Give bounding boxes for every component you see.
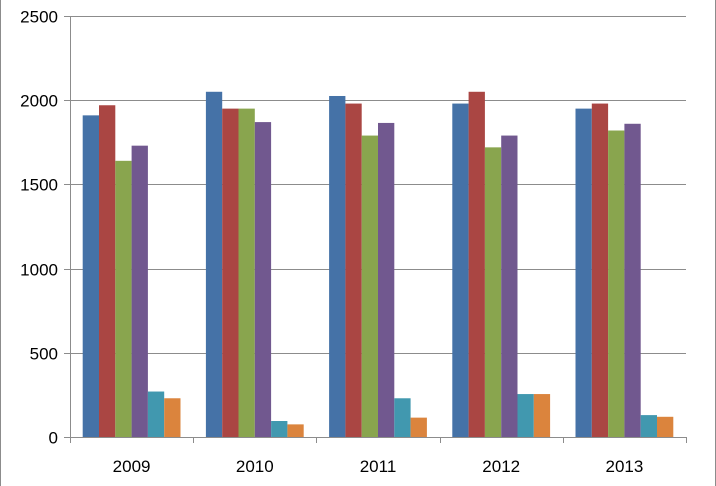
bar-2009-series-3 <box>115 160 132 437</box>
bar-2009-series-2 <box>99 105 116 437</box>
bar-2011-series-4 <box>378 122 395 438</box>
bar-2010-series-3 <box>238 108 255 438</box>
y-tick-label: 500 <box>30 345 58 364</box>
bar-2011-series-2 <box>345 103 362 438</box>
bar-2012-series-6 <box>533 394 551 437</box>
x-axis: 2009 2010 2011 2012 2013 <box>70 437 687 476</box>
bar-2011-series-5 <box>394 398 411 437</box>
bar-2010-series-5 <box>271 421 288 437</box>
y-tick-label: 1500 <box>20 176 58 195</box>
bar-2010-series-4 <box>254 122 272 437</box>
bar-2012-series-1 <box>452 103 469 438</box>
bar-2009-series-4 <box>131 145 148 437</box>
bar-2009-series-1 <box>82 115 99 437</box>
bar-2012-series-2 <box>468 91 485 437</box>
bar-2013-series-3 <box>608 130 625 437</box>
bar-2012-series-3 <box>484 147 502 438</box>
bar-2009-series-6 <box>164 398 181 437</box>
bar-2009-series-5 <box>147 391 165 437</box>
x-tick-label: 2013 <box>605 457 643 476</box>
bar-2012-series-4 <box>501 135 518 437</box>
y-tick-label: 0 <box>49 429 58 448</box>
bar-2012-series-5 <box>517 394 534 437</box>
y-axis-tick-labels: 0 500 1000 1500 2000 2500 <box>20 8 70 448</box>
bar-2013-series-2 <box>591 103 609 438</box>
x-tick-label: 2009 <box>113 457 151 476</box>
bar-2010-series-1 <box>205 91 223 437</box>
bar-2013-series-6 <box>657 416 674 437</box>
frame-left-border <box>0 0 1 486</box>
bar-2011-series-6 <box>410 417 427 437</box>
y-tick-label: 2500 <box>20 8 58 27</box>
bar-2010-series-6 <box>287 424 304 437</box>
x-tick-label: 2010 <box>236 457 274 476</box>
bar-2010-series-2 <box>222 108 239 438</box>
bar-2011-series-1 <box>329 95 346 438</box>
bar-2013-series-5 <box>640 415 657 437</box>
bar-2013-series-1 <box>575 108 592 438</box>
y-tick-label: 2000 <box>20 92 58 111</box>
x-tick-label: 2012 <box>482 457 520 476</box>
x-tick-label: 2011 <box>360 457 397 476</box>
bars <box>82 91 674 438</box>
bar-2011-series-3 <box>361 135 378 437</box>
bar-2013-series-4 <box>624 123 641 437</box>
y-tick-label: 1000 <box>20 261 58 280</box>
